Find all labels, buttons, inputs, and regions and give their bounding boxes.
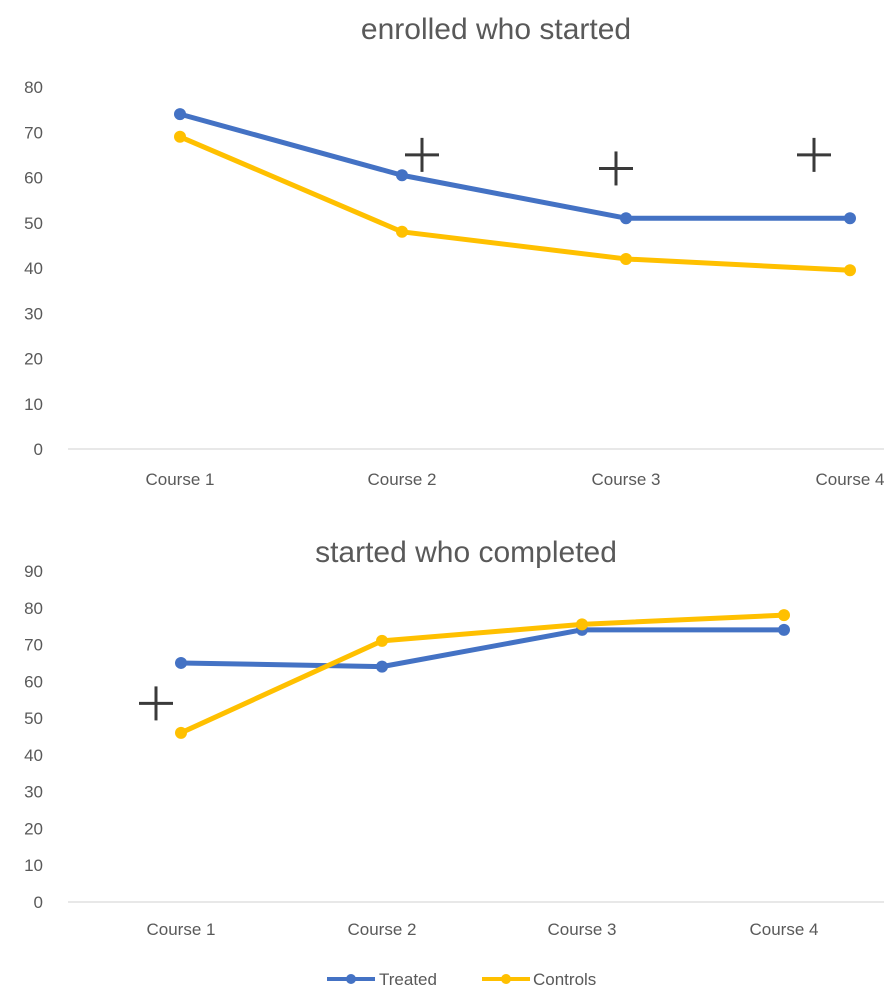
x-tick-label: Course 1 bbox=[147, 920, 216, 939]
x-tick-label: Course 1 bbox=[146, 470, 215, 489]
series-line-controls bbox=[181, 615, 784, 733]
chart-title: started who completed bbox=[315, 536, 617, 569]
plus-marker bbox=[405, 138, 439, 172]
y-tick-label: 40 bbox=[24, 259, 43, 278]
data-point-controls bbox=[620, 253, 632, 265]
legend-item-controls: Controls bbox=[482, 970, 596, 989]
legend-marker-controls bbox=[501, 974, 511, 984]
plus-marker bbox=[599, 151, 633, 185]
annotations bbox=[139, 686, 173, 720]
y-tick-label: 20 bbox=[24, 350, 43, 369]
data-point-controls bbox=[175, 727, 187, 739]
legend-label-controls: Controls bbox=[533, 970, 596, 989]
y-tick-label: 30 bbox=[24, 304, 43, 323]
data-point-treated bbox=[844, 212, 856, 224]
x-tick-label: Course 4 bbox=[750, 920, 819, 939]
chart-started-who-completed: started who completed 0 10 20 30 40 50 60 70 80 9… bbox=[24, 536, 884, 939]
plus-marker bbox=[797, 138, 831, 172]
y-tick-label: 30 bbox=[24, 783, 43, 802]
y-tick-label: 80 bbox=[24, 78, 43, 97]
data-point-treated bbox=[376, 661, 388, 673]
series-layer bbox=[175, 609, 790, 739]
data-point-controls bbox=[396, 226, 408, 238]
x-tick-label: Course 4 bbox=[816, 470, 884, 489]
legend-marker-treated bbox=[346, 974, 356, 984]
plus-marker bbox=[139, 686, 173, 720]
data-point-controls bbox=[376, 635, 388, 647]
x-tick-label: Course 2 bbox=[348, 920, 417, 939]
y-tick-label: 80 bbox=[24, 599, 43, 618]
y-tick-label: 50 bbox=[24, 214, 43, 233]
legend: Treated Controls bbox=[327, 970, 596, 989]
y-tick-label: 20 bbox=[24, 819, 43, 838]
y-tick-label: 0 bbox=[34, 440, 43, 459]
y-tick-label: 0 bbox=[34, 893, 43, 912]
y-tick-label: 50 bbox=[24, 709, 43, 728]
y-tick-label: 70 bbox=[24, 123, 43, 142]
data-point-controls bbox=[576, 618, 588, 630]
data-point-treated bbox=[620, 212, 632, 224]
series-line-controls bbox=[180, 137, 850, 270]
series-layer bbox=[174, 108, 856, 276]
y-tick-label: 90 bbox=[24, 562, 43, 581]
legend-item-treated: Treated bbox=[327, 970, 437, 989]
x-tick-label: Course 3 bbox=[548, 920, 617, 939]
data-point-controls bbox=[778, 609, 790, 621]
y-tick-label: 60 bbox=[24, 169, 43, 188]
y-tick-label: 10 bbox=[24, 856, 43, 875]
chart-title: enrolled who started bbox=[361, 13, 631, 46]
y-tick-label: 10 bbox=[24, 395, 43, 414]
series-line-treated bbox=[180, 114, 850, 218]
data-point-treated bbox=[175, 657, 187, 669]
data-point-controls bbox=[174, 131, 186, 143]
data-point-treated bbox=[174, 108, 186, 120]
axes: 0 10 20 30 40 50 60 70 80 Course 1 Course 2 Course … bbox=[24, 78, 884, 489]
x-tick-label: Course 3 bbox=[592, 470, 661, 489]
data-point-treated bbox=[396, 169, 408, 181]
data-point-treated bbox=[778, 624, 790, 636]
chart-enrolled-who-started: enrolled who started 0 10 20 30 40 50 60 70 80 Co… bbox=[24, 13, 884, 489]
annotations bbox=[405, 138, 831, 186]
y-tick-label: 40 bbox=[24, 746, 43, 765]
y-tick-label: 60 bbox=[24, 672, 43, 691]
y-tick-label: 70 bbox=[24, 636, 43, 655]
series-line-treated bbox=[181, 630, 784, 667]
x-tick-label: Course 2 bbox=[368, 470, 437, 489]
data-point-controls bbox=[844, 264, 856, 276]
legend-label-treated: Treated bbox=[379, 970, 437, 989]
